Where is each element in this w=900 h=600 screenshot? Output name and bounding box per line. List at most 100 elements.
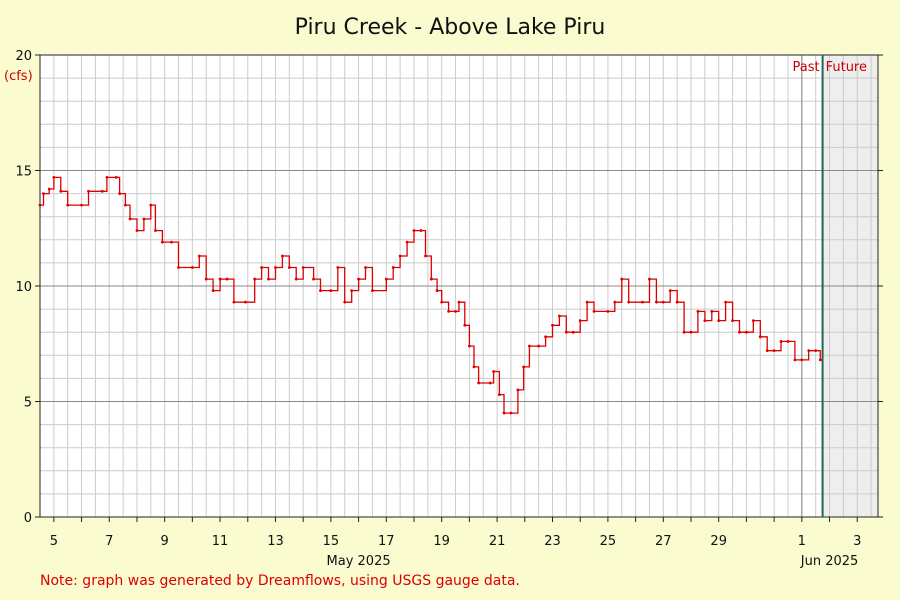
x-tick-label: 9: [161, 534, 169, 549]
flow-data-point: [497, 393, 501, 396]
flow-data-point: [502, 411, 506, 415]
flow-data-point: [419, 229, 423, 232]
flow-data-point: [135, 229, 139, 232]
flow-data-point: [751, 319, 755, 323]
flow-data-point: [105, 176, 109, 179]
flow-data-point: [435, 289, 439, 293]
flow-data-point: [42, 192, 45, 196]
flow-data-point: [114, 176, 118, 179]
flow-data-point: [668, 289, 672, 293]
flow-data-point: [454, 310, 457, 313]
flow-data-point: [717, 319, 721, 323]
x-tick-label: 19: [433, 534, 450, 549]
x-tick-label: 21: [489, 534, 506, 549]
flow-data-point: [211, 289, 215, 293]
x-tick-label: 7: [105, 534, 113, 549]
flow-data-point: [118, 192, 122, 196]
flow-data-point: [287, 266, 291, 269]
flow-data-point: [412, 229, 416, 232]
flow-data-point: [627, 300, 631, 304]
flow-data-point: [818, 358, 822, 362]
flow-data-point: [197, 254, 201, 258]
flow-data-point: [190, 266, 194, 269]
y-axis-unit: (cfs): [4, 69, 33, 84]
flow-data-point: [488, 381, 492, 385]
x-tick-label: 15: [323, 534, 340, 549]
month-label: May 2025: [327, 554, 391, 569]
flow-data-point: [447, 310, 451, 313]
flow-data-point: [267, 277, 270, 281]
flow-data-point: [371, 289, 374, 293]
flow-data-point: [204, 277, 208, 281]
flow-data-point: [814, 349, 818, 353]
flow-data-point: [154, 229, 157, 232]
flow-data-point: [429, 277, 433, 281]
x-tick-label: 27: [655, 534, 672, 549]
flow-data-point: [578, 319, 582, 323]
flow-data-point: [738, 330, 741, 334]
flow-data-point: [620, 277, 624, 281]
flow-data-point: [329, 289, 333, 293]
y-tick-label: 10: [15, 280, 32, 295]
data-source-note: Note: graph was generated by Dreamflows,…: [40, 573, 520, 589]
flow-data-point: [793, 358, 797, 362]
flow-data-point: [177, 266, 180, 269]
x-tick-label: 3: [853, 534, 861, 549]
flow-data-point: [509, 411, 513, 415]
flow-data-point: [398, 254, 402, 258]
flow-data-point: [59, 189, 63, 193]
flow-data-point: [682, 330, 686, 334]
flow-data-point: [87, 189, 90, 193]
flow-data-point: [585, 300, 589, 304]
flow-data-point: [689, 330, 693, 334]
flow-data-point: [405, 240, 409, 244]
flow-data-point: [675, 300, 679, 304]
x-tick-label: 1: [798, 534, 806, 549]
flow-data-point: [592, 310, 596, 313]
flow-data-point: [294, 277, 298, 281]
flow-data-point: [648, 277, 651, 281]
future-label: Future: [826, 60, 867, 75]
flow-data-point: [710, 310, 714, 313]
flow-data-point: [492, 370, 496, 373]
flow-data-point: [765, 349, 769, 353]
x-tick-label: 13: [267, 534, 284, 549]
flow-data-point: [516, 388, 520, 392]
flow-data-point: [319, 289, 322, 293]
flow-data-point: [463, 323, 467, 327]
flow-data-point: [537, 344, 541, 348]
past-label: Past: [793, 60, 820, 75]
flow-data-point: [142, 217, 146, 221]
flow-data-point: [703, 319, 707, 323]
flow-data-point: [124, 203, 127, 207]
flow-data-point: [66, 203, 70, 207]
flow-data-point: [440, 300, 444, 304]
y-tick-label: 15: [15, 165, 32, 180]
flow-data-point: [170, 240, 173, 244]
flow-data-point: [472, 365, 476, 369]
flow-data-point: [357, 277, 360, 281]
flow-data-point: [260, 266, 264, 269]
flow-data-point: [800, 358, 804, 362]
flow-data-point: [225, 277, 229, 281]
flow-data-point: [467, 344, 471, 348]
flow-data-point: [149, 203, 153, 207]
flow-data-point: [232, 300, 236, 304]
flow-data-point: [772, 349, 776, 353]
flow-data-point: [779, 340, 783, 343]
flow-data-point: [336, 266, 340, 269]
x-tick-label: 5: [50, 534, 58, 549]
y-tick-label: 0: [24, 511, 32, 526]
x-tick-label: 29: [710, 534, 727, 549]
flow-data-point: [786, 340, 790, 343]
y-tick-label: 20: [15, 49, 32, 64]
flow-data-point: [724, 300, 728, 304]
flow-data-point: [128, 217, 132, 221]
flow-data-point: [384, 277, 388, 281]
flow-data-point: [544, 335, 547, 339]
flow-data-point: [522, 365, 526, 369]
flow-data-point: [253, 277, 257, 281]
flow-data-point: [606, 310, 610, 313]
flow-data-point: [218, 277, 222, 281]
